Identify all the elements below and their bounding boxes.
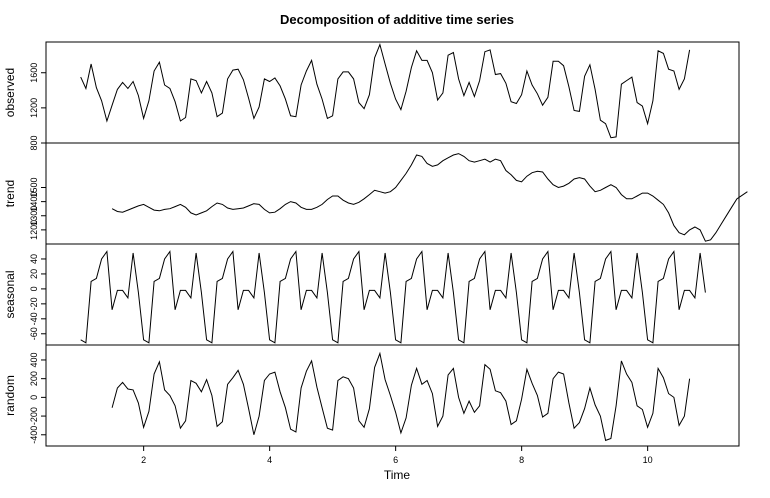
y-tick-label-random-3: 200 <box>29 371 39 386</box>
panel-random: -400-200 0 200 400 random <box>3 344 740 447</box>
y-tick-label-observed-1: 1600 <box>29 63 39 83</box>
y-tick-label-seasonal-1: -40 <box>29 312 39 325</box>
y-tick-label-trend-2: 1400 <box>29 192 39 212</box>
x-tick-label-2: 6 <box>393 455 398 465</box>
y-tick-label-random-2: 0 <box>29 395 39 400</box>
y-axis-title-seasonal: seasonal <box>3 270 17 318</box>
x-tick-label-0: 2 <box>141 455 146 465</box>
y-tick-label-seasonal-2: -20 <box>29 297 39 310</box>
chart-title: Decomposition of additive time series <box>280 12 514 27</box>
x-tick-label-4: 10 <box>643 455 653 465</box>
y-tick-label-random-0: -400 <box>29 426 39 444</box>
y-tick-label-random-4: 400 <box>29 352 39 367</box>
y-axis-title-trend: trend <box>3 180 17 207</box>
y-tick-label-seasonal-0: -60 <box>29 327 39 340</box>
panels-group: 12001600observed1200130014001500800trend… <box>3 41 748 447</box>
series-line-observed <box>80 43 691 139</box>
series-line-seasonal <box>80 250 706 344</box>
y-tick-label-trend-3: 1500 <box>29 177 39 197</box>
series-line-trend <box>111 153 748 242</box>
y-tick-label-random-1: -200 <box>29 407 39 425</box>
y-tick-label-trend-4: 800 <box>29 135 39 150</box>
x-tick-label-3: 8 <box>519 455 524 465</box>
x-tick-label-1: 4 <box>267 455 272 465</box>
y-axis-title-observed: observed <box>3 68 17 117</box>
series-line-random <box>111 351 691 442</box>
panel-observed: 1200 1600 observed <box>3 41 740 144</box>
panel-frame-random <box>45 344 740 447</box>
x-axis-title: Time <box>384 468 411 482</box>
y-tick-label-seasonal-5: 40 <box>29 254 39 264</box>
y-axis-title-random: random <box>3 375 17 416</box>
panel-frame-trend <box>45 142 740 245</box>
y-tick-label-trend-0: 1200 <box>29 220 39 240</box>
y-tick-label-seasonal-3: 0 <box>29 286 39 291</box>
panel-seasonal: -60 -40 -20 0 20 40 seasonal <box>3 243 740 346</box>
y-tick-label-observed-0: 1200 <box>29 98 39 118</box>
y-tick-label-seasonal-4: 20 <box>29 269 39 279</box>
x-axis: 2 4 6 8 10 <box>141 446 653 465</box>
y-tick-label-trend-1: 1300 <box>29 206 39 226</box>
